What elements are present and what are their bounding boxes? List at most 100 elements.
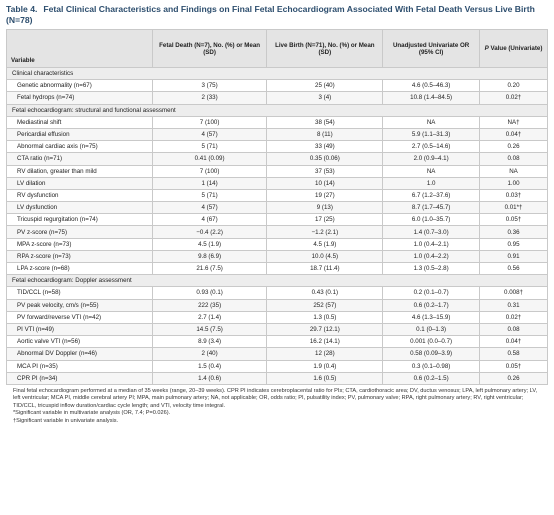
footnotes: Final fetal echocardiogram performed at … <box>6 388 548 425</box>
cell-fetal-death: 7 (100) <box>151 164 268 178</box>
cell-odds-ratio: 0.6 (0.2–1.5) <box>382 371 481 385</box>
cell-fetal-death: 14.5 (7.5) <box>151 322 268 337</box>
cell-p-value: 0.01*† <box>479 201 548 215</box>
cell-live-birth: 9 (13) <box>266 201 384 215</box>
cell-live-birth: 10.0 (4.5) <box>266 249 384 264</box>
cell-live-birth: 10 (14) <box>266 176 384 190</box>
cell-variable: Genetic abnormality (n=67) <box>6 79 153 93</box>
cell-fetal-death: 9.8 (6.9) <box>151 249 268 264</box>
cell-live-birth: 1.9 (0.4) <box>266 359 384 373</box>
data-table: Variable Fetal Death (N=7), No. (%) or M… <box>6 29 548 385</box>
cell-p-value: 0.58 <box>479 347 548 361</box>
cell-odds-ratio: 5.9 (1.1–31.3) <box>382 127 481 142</box>
table-row: Fetal hydrops (n=74) 2 (33) 3 (4) 10.8 (1.4… <box>6 91 548 105</box>
cell-variable: CTA ratio (n=71) <box>6 152 153 166</box>
cell-live-birth: 4.5 (1.9) <box>266 237 384 251</box>
cell-live-birth: 12 (28) <box>266 347 384 361</box>
section-row: Fetal echocardiogram: structural and fun… <box>6 103 548 117</box>
cell-variable: LV dysfunction <box>6 201 153 215</box>
cell-variable: PI VTI (n=49) <box>6 322 153 337</box>
cell-odds-ratio: 4.6 (1.3–15.9) <box>382 310 481 324</box>
cell-variable: Abnormal DV Doppler (n=46) <box>6 347 153 361</box>
cell-p-value: 0.56 <box>479 261 548 276</box>
table-row: Genetic abnormality (n=67) 3 (75) 25 (40) 4… <box>6 79 548 93</box>
cell-variable: CPR PI (n=34) <box>6 371 153 385</box>
cell-p-value: 1.00 <box>479 176 548 190</box>
cell-variable: RPA z-score (n=73) <box>6 249 153 264</box>
table-row: LV dysfunction 4 (57) 9 (13) 8.7 (1.7–45.7)… <box>6 201 548 215</box>
cell-p-value: NA† <box>479 115 548 129</box>
cell-odds-ratio: 4.6 (0.5–46.3) <box>382 79 481 93</box>
cell-odds-ratio: 1.0 (0.4–2.2) <box>382 249 481 264</box>
cell-p-value: 0.05† <box>479 213 548 227</box>
table-row: RPA z-score (n=73) 9.8 (6.9) 10.0 (4.5) 1.0… <box>6 249 548 264</box>
cell-odds-ratio: 0.001 (0.0–0.7) <box>382 335 481 349</box>
header-p-value-text: Value (Univariate) <box>490 45 543 52</box>
cell-p-value: 0.26 <box>479 140 548 154</box>
table-row: Pericardial effusion 4 (57) 8 (11) 5.9 (1.1… <box>6 127 548 142</box>
header-row: Variable Fetal Death (N=7), No. (%) or M… <box>6 29 548 68</box>
section-label: Fetal echocardiogram: structural and fun… <box>6 103 548 117</box>
cell-fetal-death: 2 (40) <box>151 347 268 361</box>
cell-odds-ratio: 0.3 (0.1–0.98) <box>382 359 481 373</box>
cell-odds-ratio: 1.0 (0.4–2.1) <box>382 237 481 251</box>
cell-fetal-death: 4 (67) <box>151 213 268 227</box>
table-row: RV dysfunction 5 (71) 19 (27) 6.7 (1.2–37.6… <box>6 188 548 203</box>
cell-live-birth: 252 (57) <box>266 298 384 312</box>
table-row: PV z-score (n=75) −0.4 (2.2) −1.2 (2.1) 1.4… <box>6 225 548 239</box>
table-row: CTA ratio (n=71) 0.41 (0.09) 0.35 (0.06) 2.… <box>6 152 548 166</box>
cell-odds-ratio: 2.7 (0.5–14.6) <box>382 140 481 154</box>
cell-fetal-death: 5 (71) <box>151 188 268 203</box>
cell-live-birth: 17 (25) <box>266 213 384 227</box>
cell-odds-ratio: 0.6 (0.2–1.7) <box>382 298 481 312</box>
cell-variable: RV dilation, greater than mild <box>6 164 153 178</box>
cell-fetal-death: 222 (35) <box>151 298 268 312</box>
cell-variable: TID/CCL (n=58) <box>6 286 153 300</box>
cell-fetal-death: 1.4 (0.6) <box>151 371 268 385</box>
cell-odds-ratio: 0.58 (0.09–3.9) <box>382 347 481 361</box>
table-row: Aortic valve VTI (n=56) 8.9 (3.4) 16.2 (14… <box>6 335 548 349</box>
cell-fetal-death: 4 (57) <box>151 127 268 142</box>
cell-live-birth: 8 (11) <box>266 127 384 142</box>
cell-fetal-death: 1.5 (0.4) <box>151 359 268 373</box>
table-row: MCA PI (n=35) 1.5 (0.4) 1.9 (0.4) 0.3 (0.1–… <box>6 359 548 373</box>
cell-odds-ratio: 2.0 (0.9–4.1) <box>382 152 481 166</box>
cell-fetal-death: 0.41 (0.09) <box>151 152 268 166</box>
cell-live-birth: 3 (4) <box>266 91 384 105</box>
cell-variable: Tricuspid regurgitation (n=74) <box>6 213 153 227</box>
cell-live-birth: 1.3 (0.5) <box>266 310 384 324</box>
table-row: PV peak velocity, cm/s (n=55) 222 (35) 252… <box>6 298 548 312</box>
table-caption: Fetal Clinical Characteristics and Findi… <box>6 4 535 25</box>
cell-fetal-death: 1 (14) <box>151 176 268 190</box>
cell-live-birth: 16.2 (14.1) <box>266 335 384 349</box>
cell-variable: LPA z-score (n=68) <box>6 261 153 276</box>
cell-odds-ratio: NA <box>382 164 481 178</box>
cell-live-birth: 0.35 (0.06) <box>266 152 384 166</box>
cell-live-birth: 25 (40) <box>266 79 384 93</box>
cell-p-value: 0.08 <box>479 322 548 337</box>
cell-odds-ratio: 6.0 (1.0–35.7) <box>382 213 481 227</box>
section-label: Clinical characteristics <box>6 66 548 81</box>
cell-live-birth: 29.7 (12.1) <box>266 322 384 337</box>
table-row: MPA z-score (n=73) 4.5 (1.9) 4.5 (1.9) 1.0 … <box>6 237 548 251</box>
footnote: *Significant variable in multivariate an… <box>13 410 171 417</box>
table-row: Abnormal DV Doppler (n=46) 2 (40) 12 (28) 0… <box>6 347 548 361</box>
cell-fetal-death: 21.6 (7.5) <box>151 261 268 276</box>
cell-p-value: 0.04† <box>479 127 548 142</box>
header-p-letter: P <box>484 45 489 52</box>
table-row: Abnormal cardiac axis (n=75) 5 (71) 33 (49… <box>6 140 548 154</box>
header-live-birth: Live Birth (N=71), No. (%) or Mean (SD) <box>266 29 384 68</box>
header-fetal-death: Fetal Death (N=7), No. (%) or Mean (SD) <box>151 29 268 68</box>
cell-odds-ratio: 1.3 (0.5–2.8) <box>382 261 481 276</box>
cell-variable: LV dilation <box>6 176 153 190</box>
cell-fetal-death: 4.5 (1.9) <box>151 237 268 251</box>
cell-p-value: NA <box>479 164 548 178</box>
table-row: CPR PI (n=34) 1.4 (0.6) 1.6 (0.5) 0.6 (0.2–… <box>6 371 548 385</box>
cell-p-value: 0.31 <box>479 298 548 312</box>
table-row: Tricuspid regurgitation (n=74) 4 (67) 17 (… <box>6 213 548 227</box>
cell-p-value: 0.03† <box>479 188 548 203</box>
cell-p-value: 0.91 <box>479 249 548 264</box>
cell-live-birth: 0.43 (0.1) <box>266 286 384 300</box>
table-label: Table 4. <box>6 4 38 14</box>
cell-variable: RV dysfunction <box>6 188 153 203</box>
